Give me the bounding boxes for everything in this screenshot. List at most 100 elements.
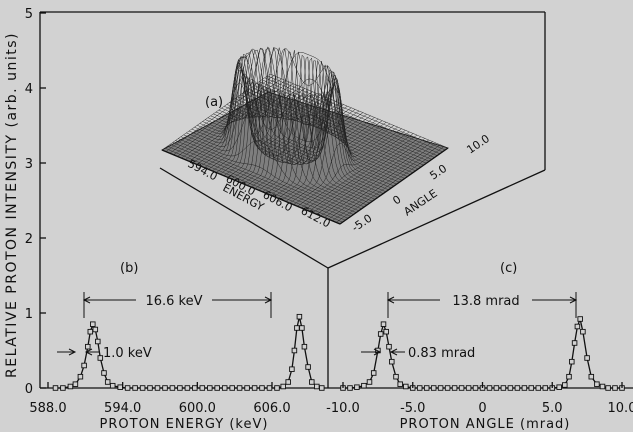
data-point — [370, 370, 377, 376]
data-point — [236, 385, 243, 391]
data-point — [451, 385, 458, 391]
data-point — [416, 385, 423, 391]
data-point — [500, 385, 507, 391]
data-point — [514, 385, 521, 391]
mesh-line — [297, 130, 406, 207]
x-tick-label: 10.0 — [608, 401, 633, 416]
data-point — [309, 379, 315, 385]
data-point — [493, 385, 500, 391]
panel-b-width-arrowhead-left — [68, 348, 77, 356]
mesh-line — [164, 147, 343, 223]
data-point — [377, 331, 384, 337]
data-point — [580, 328, 586, 335]
box-diagonal-right — [327, 169, 546, 269]
x-tick-label: -5.0 — [400, 401, 425, 416]
mesh-line — [256, 83, 435, 158]
data-point — [366, 379, 373, 385]
mesh-line — [253, 85, 432, 160]
mesh-line — [172, 142, 351, 217]
panel-b-width-arrowhead-right — [84, 348, 93, 356]
angle-axis-line — [339, 147, 449, 225]
data-point — [383, 328, 389, 335]
mesh-line — [218, 48, 397, 185]
data-point — [458, 385, 465, 391]
data-point — [556, 384, 562, 390]
y-tick-label: 1 — [25, 307, 33, 322]
data-point — [594, 381, 600, 387]
mesh-line — [210, 52, 389, 191]
mesh-line — [224, 47, 403, 181]
data-point — [612, 385, 618, 391]
box-diagonal-left — [159, 167, 329, 269]
data-point — [280, 383, 286, 390]
panel-b-x-ticks: 588.0 594.0 600.0 606.0 — [29, 382, 291, 416]
angle-tick-label-3d: 0 — [390, 193, 403, 208]
data-point — [465, 385, 472, 391]
data-point — [347, 385, 353, 391]
data-point — [386, 343, 392, 350]
data-point — [87, 328, 94, 335]
data-point — [291, 347, 298, 354]
angle-tick-label-3d: 5.0 — [427, 162, 449, 183]
data-point — [221, 385, 228, 391]
x-tick-label: 588.0 — [29, 401, 66, 416]
panel-b-plot — [52, 313, 325, 391]
panel-c-x-ticks: -10.0 -5.0 0 5.0 10.0 — [326, 382, 633, 416]
data-point — [285, 379, 291, 385]
data-point — [299, 325, 305, 331]
mesh-line — [264, 77, 443, 153]
y-axis-ticks: 0 1 2 3 4 5 — [25, 7, 46, 397]
surface-mesh — [161, 46, 449, 225]
mesh-line — [251, 87, 430, 162]
data-point — [109, 382, 116, 389]
mesh-line — [194, 64, 373, 202]
data-point — [154, 385, 161, 391]
panel-c-sep-arrow-right — [569, 296, 578, 304]
data-point — [229, 385, 235, 391]
data-point — [199, 385, 206, 391]
mesh-line — [175, 140, 354, 215]
mesh-line — [259, 81, 438, 156]
data-point — [177, 385, 183, 391]
data-point — [423, 385, 430, 391]
data-point — [52, 385, 59, 391]
mesh-line — [281, 80, 391, 201]
data-point — [90, 321, 96, 327]
mesh-line — [199, 59, 378, 198]
mesh-line — [178, 138, 357, 213]
data-point — [535, 385, 542, 391]
mesh-line — [269, 73, 449, 149]
panel-b-separation-label: 16.6 keV — [145, 294, 202, 309]
data-point — [162, 385, 168, 391]
data-point — [361, 382, 367, 389]
x-tick-label: -10.0 — [326, 401, 360, 416]
data-point — [305, 364, 311, 370]
data-point — [117, 384, 123, 390]
data-point — [139, 385, 146, 391]
data-point — [472, 385, 479, 391]
mesh-line — [234, 98, 413, 173]
data-point — [266, 385, 273, 391]
mesh-line — [191, 69, 370, 204]
data-point — [569, 358, 575, 365]
mesh-line — [170, 144, 349, 219]
x-tick-label: 606.0 — [253, 401, 290, 416]
data-point — [77, 373, 84, 380]
mesh-line — [229, 52, 408, 177]
y-tick-label: 5 — [25, 7, 33, 22]
y-axis-title: RELATIVE PROTON INTENSITY (arb. units) — [4, 32, 20, 378]
data-point — [67, 383, 74, 390]
y-tick-label: 0 — [25, 382, 33, 397]
data-point — [562, 382, 568, 388]
panel-c-x-label: PROTON ANGLE (mrad) — [400, 417, 571, 432]
data-point — [486, 385, 493, 391]
mesh-line — [237, 96, 416, 172]
y-tick-label: 3 — [25, 157, 33, 172]
data-point — [599, 383, 606, 390]
data-point — [72, 381, 79, 387]
data-point — [85, 343, 91, 350]
mesh-line — [207, 53, 386, 192]
data-point — [403, 383, 409, 390]
mesh-line — [167, 145, 346, 221]
x-tick-label: 0 — [478, 401, 486, 416]
